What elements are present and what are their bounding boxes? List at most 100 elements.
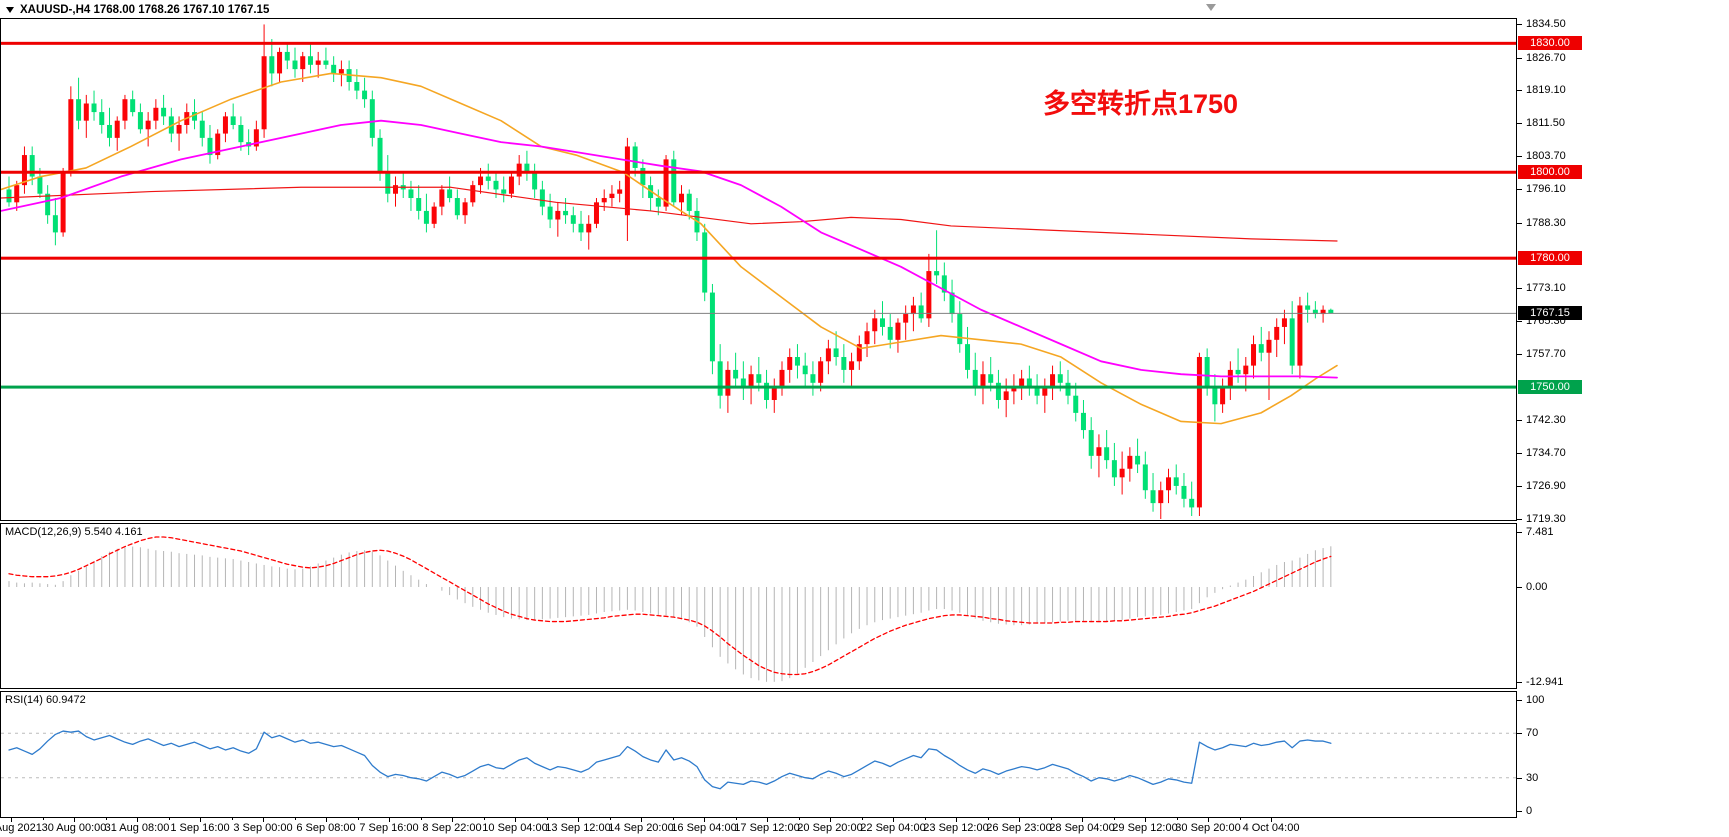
price-tick-label: 1757.70 bbox=[1526, 348, 1566, 360]
axis-tick bbox=[1517, 354, 1522, 355]
chart-title: XAUUSD-,H4 1768.00 1768.26 1767.10 1767.… bbox=[6, 2, 269, 17]
date-label: 7 Sep 16:00 bbox=[359, 822, 419, 834]
date-label: 1 Sep 16:00 bbox=[170, 822, 230, 834]
time-minor-tick bbox=[42, 818, 44, 820]
price-tick-label: 1773.10 bbox=[1526, 281, 1566, 294]
date-label: 10 Sep 04:00 bbox=[482, 822, 548, 834]
axis-tick bbox=[1517, 486, 1522, 488]
chart-menu-triangle-icon[interactable] bbox=[6, 7, 14, 13]
time-minor-tick bbox=[609, 818, 611, 820]
date-label: 22 Sep 04:00 bbox=[860, 822, 926, 834]
time-tick bbox=[1271, 818, 1272, 822]
price-tick-label: 1734.70 bbox=[1526, 446, 1566, 459]
date-label: 16 Sep 04:00 bbox=[671, 822, 737, 834]
date-label: 4 Oct 04:00 bbox=[1242, 822, 1300, 834]
axis-tick bbox=[1517, 222, 1522, 224]
price-chart-panel[interactable] bbox=[0, 18, 1517, 521]
date-label: 30 Sep 20:00 bbox=[1175, 822, 1241, 834]
axis-tick bbox=[1517, 287, 1522, 289]
chinese-annotation-text: 多空转折点1750 bbox=[1043, 89, 1239, 119]
rsi-label: RSI(14) 60.9472 bbox=[5, 694, 86, 706]
time-minor-tick bbox=[231, 818, 233, 820]
time-tick bbox=[830, 818, 831, 822]
level-price-badge: 1780.00 bbox=[1518, 251, 1582, 266]
time-tick bbox=[74, 818, 75, 822]
time-tick bbox=[263, 818, 264, 822]
date-label: 14 Sep 20:00 bbox=[608, 822, 674, 834]
axis-tick bbox=[1517, 321, 1522, 323]
level-price-badge: 1830.00 bbox=[1518, 36, 1582, 51]
time-tick bbox=[578, 818, 579, 822]
macd-panel[interactable]: MACD(12,26,9) 5.540 4.161 bbox=[0, 523, 1517, 689]
axis-tick bbox=[1517, 452, 1522, 454]
time-minor-tick bbox=[105, 818, 107, 820]
macd-canvas[interactable] bbox=[1, 524, 1516, 688]
rsi-tick-label: 100 bbox=[1526, 694, 1545, 706]
axis-tick bbox=[1517, 90, 1522, 92]
price-tick-label: 1719.30 bbox=[1526, 513, 1566, 525]
axis-tick bbox=[1517, 777, 1522, 779]
time-minor-tick bbox=[420, 818, 422, 820]
level-price-badge: 1750.00 bbox=[1518, 380, 1582, 395]
axis-tick bbox=[1517, 189, 1522, 190]
date-label: 3 Sep 00:00 bbox=[233, 822, 293, 834]
time-minor-tick bbox=[798, 818, 800, 820]
time-tick bbox=[1145, 818, 1146, 822]
rsi-panel[interactable]: RSI(14) 60.9472 bbox=[0, 691, 1517, 818]
axis-tick bbox=[1517, 122, 1522, 124]
date-label: 13 Sep 12:00 bbox=[545, 822, 611, 834]
axis-tick bbox=[1517, 420, 1522, 422]
time-tick bbox=[704, 818, 705, 822]
time-minor-tick bbox=[168, 818, 170, 820]
time-minor-tick bbox=[861, 818, 863, 820]
autoscroll-triangle-icon[interactable] bbox=[1206, 4, 1216, 11]
time-tick bbox=[200, 818, 201, 822]
date-label: 8 Sep 22:00 bbox=[422, 822, 482, 834]
date-label: 6 Sep 08:00 bbox=[296, 822, 356, 834]
macd-tick-label: 7.481 bbox=[1526, 526, 1554, 538]
date-label: 20 Sep 20:00 bbox=[797, 822, 863, 834]
time-tick bbox=[956, 818, 957, 822]
time-minor-tick bbox=[546, 818, 548, 820]
price-tick-label: 1796.10 bbox=[1526, 183, 1566, 195]
time-tick bbox=[893, 818, 894, 822]
rsi-canvas[interactable] bbox=[1, 692, 1516, 817]
time-tick bbox=[137, 818, 138, 822]
date-label: 17 Sep 12:00 bbox=[734, 822, 800, 834]
macd-tick-label: 0.00 bbox=[1526, 581, 1548, 593]
time-minor-tick bbox=[924, 818, 926, 820]
price-tick-label: 1819.10 bbox=[1526, 84, 1566, 97]
date-label: 26 Aug 2021 bbox=[0, 822, 42, 834]
rsi-tick-label: 30 bbox=[1526, 771, 1539, 784]
time-minor-tick bbox=[1176, 818, 1178, 820]
time-tick bbox=[389, 818, 390, 822]
time-minor-tick bbox=[672, 818, 674, 820]
axis-tick bbox=[1517, 811, 1522, 812]
axis-tick bbox=[1517, 57, 1522, 59]
time-minor-tick bbox=[1113, 818, 1115, 820]
time-minor-tick bbox=[1239, 818, 1241, 820]
time-tick bbox=[767, 818, 768, 822]
price-tick-label: 1742.30 bbox=[1526, 414, 1566, 427]
time-tick bbox=[1208, 818, 1209, 822]
date-label: 28 Sep 04:00 bbox=[1049, 822, 1115, 834]
time-tick bbox=[452, 818, 453, 822]
time-minor-tick bbox=[735, 818, 737, 820]
time-tick bbox=[515, 818, 516, 822]
level-price-badge: 1800.00 bbox=[1518, 165, 1582, 180]
chart-title-text: XAUUSD-,H4 1768.00 1768.26 1767.10 1767.… bbox=[20, 3, 270, 16]
time-tick bbox=[1019, 818, 1020, 822]
axis-tick bbox=[1517, 587, 1522, 588]
time-minor-tick bbox=[483, 818, 485, 820]
time-minor-tick bbox=[987, 818, 989, 820]
price-tick-label: 1811.50 bbox=[1526, 116, 1565, 129]
price-tick-label: 1826.70 bbox=[1526, 51, 1566, 64]
axis-tick bbox=[1517, 156, 1522, 158]
date-label: 31 Aug 08:00 bbox=[104, 822, 170, 834]
date-label: 23 Sep 12:00 bbox=[923, 822, 989, 834]
macd-tick-label: -12.941 bbox=[1526, 676, 1564, 689]
price-chart-canvas[interactable] bbox=[1, 19, 1516, 520]
macd-label: MACD(12,26,9) 5.540 4.161 bbox=[5, 526, 143, 538]
time-minor-tick bbox=[1050, 818, 1052, 820]
